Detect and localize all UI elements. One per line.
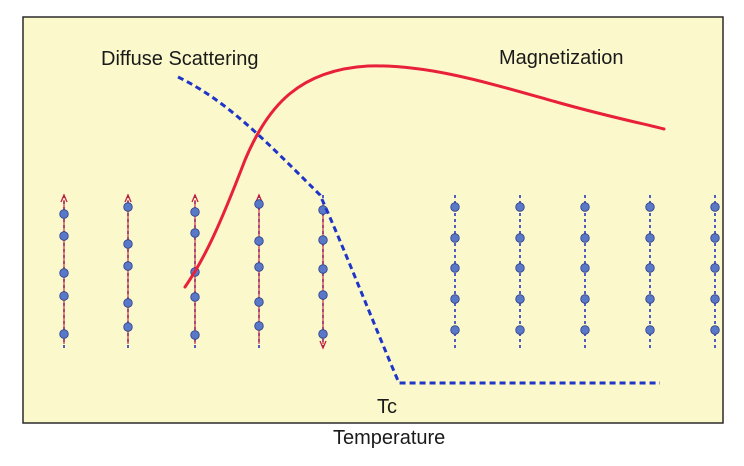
- spin-atom: [59, 231, 69, 241]
- spin-atom: [254, 236, 264, 246]
- spin-atom: [450, 294, 460, 304]
- spin-atom: [190, 330, 200, 340]
- spin-atom: [450, 233, 460, 243]
- spin-column: [254, 193, 264, 348]
- spin-atom: [645, 325, 655, 335]
- spin-atom: [645, 202, 655, 212]
- spin-atom: [59, 329, 69, 339]
- spin-column: [645, 195, 655, 348]
- spin-atom: [254, 321, 264, 331]
- spin-column: [318, 195, 328, 350]
- spin-atom: [710, 294, 720, 304]
- spin-column: [59, 193, 69, 348]
- spin-atom: [580, 233, 590, 243]
- spin-atom: [123, 261, 133, 271]
- spin-atom: [580, 325, 590, 335]
- spin-atom: [254, 297, 264, 307]
- spin-atom: [190, 228, 200, 238]
- magnetization-curve: [183, 64, 666, 289]
- spin-atom: [59, 268, 69, 278]
- spin-atom: [190, 207, 200, 217]
- spin-atom: [254, 199, 264, 209]
- spin-atom: [515, 233, 525, 243]
- spin-atom: [450, 263, 460, 273]
- spin-atom: [318, 290, 328, 300]
- magnetization-label: Magnetization: [499, 47, 624, 69]
- spin-atom: [710, 233, 720, 243]
- spin-atom: [710, 325, 720, 335]
- spin-atom: [123, 239, 133, 249]
- spin-lattice: [59, 193, 720, 350]
- spin-atom: [645, 233, 655, 243]
- spin-atom: [450, 325, 460, 335]
- spin-atom: [710, 202, 720, 212]
- temperature-axis-label: Temperature: [333, 427, 445, 449]
- spin-atom: [254, 262, 264, 272]
- spin-atom: [515, 325, 525, 335]
- spin-atom: [515, 202, 525, 212]
- spin-atom: [580, 294, 590, 304]
- spin-atom: [318, 329, 328, 339]
- spin-column: [710, 195, 720, 348]
- spin-arrowhead-up: [255, 193, 263, 203]
- spin-column: [580, 195, 590, 348]
- spin-atom: [580, 202, 590, 212]
- spin-arrowhead-up: [191, 193, 199, 203]
- diffuse-scattering-label: Diffuse Scattering: [101, 48, 259, 70]
- spin-atom: [318, 235, 328, 245]
- spin-atom: [450, 202, 460, 212]
- spin-arrowhead-up: [60, 193, 68, 203]
- spin-arrowhead-down: [319, 340, 327, 350]
- spin-atom: [645, 294, 655, 304]
- spin-column: [515, 195, 525, 348]
- spin-atom: [515, 294, 525, 304]
- spin-atom: [645, 263, 655, 273]
- spin-atom: [123, 322, 133, 332]
- spin-atom: [318, 264, 328, 274]
- spin-atom: [59, 291, 69, 301]
- spin-atom: [123, 298, 133, 308]
- tc-label: Tc: [377, 396, 397, 418]
- spin-arrowhead-up: [124, 193, 132, 203]
- diffuse-scattering-curve: [177, 75, 660, 385]
- plot-background: [22, 16, 724, 424]
- spin-atom: [190, 292, 200, 302]
- spin-atom: [710, 263, 720, 273]
- spin-atom: [59, 209, 69, 219]
- spin-atom: [515, 263, 525, 273]
- spin-column: [123, 193, 133, 348]
- spin-atom: [580, 263, 590, 273]
- spin-atom: [123, 202, 133, 212]
- spin-column: [450, 195, 460, 348]
